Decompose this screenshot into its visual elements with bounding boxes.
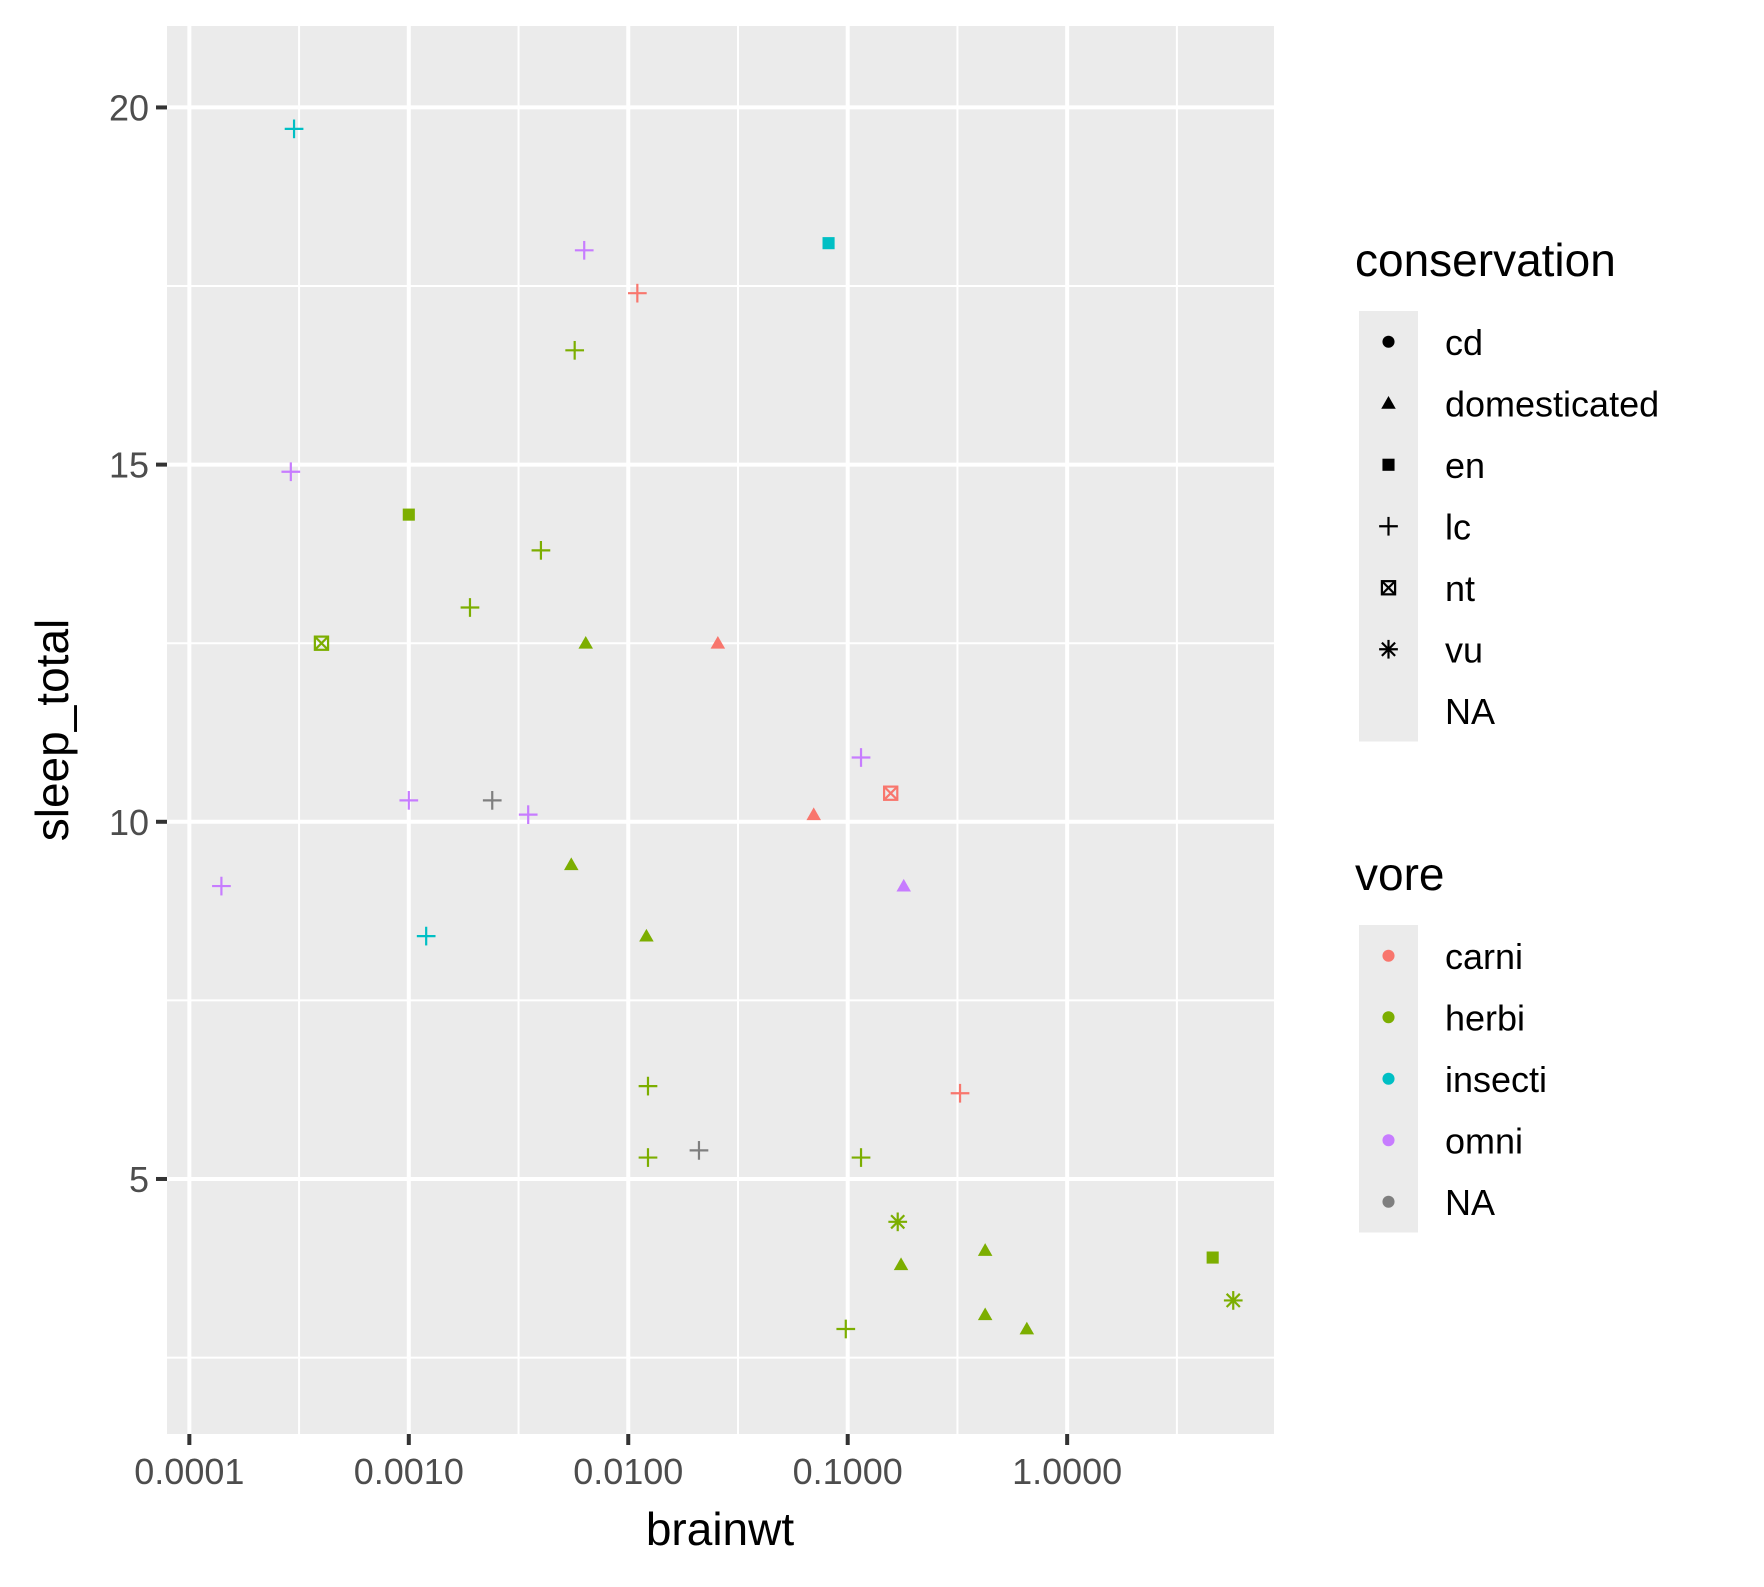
data-point [313, 635, 330, 651]
data-point [882, 785, 899, 801]
y-tick-label: 5 [129, 1159, 149, 1200]
data-point [574, 240, 594, 260]
legend-label: cd [1445, 322, 1483, 363]
data-point [1019, 1321, 1035, 1335]
x-tick-label: 0.1000 [793, 1451, 903, 1492]
legend-key-lc [1379, 516, 1398, 536]
data-point [977, 1243, 993, 1256]
data-point [1206, 1251, 1219, 1264]
legend-label: domesticated [1445, 383, 1659, 424]
data-point [836, 1319, 856, 1339]
legend-key-nt [1380, 580, 1397, 596]
data-point [977, 1307, 993, 1321]
data-point [531, 540, 551, 560]
data-point [888, 1212, 908, 1232]
x-axis-title: brainwt [646, 1503, 795, 1555]
data-point [565, 340, 585, 360]
legend-key-carni [1382, 949, 1395, 962]
legend-key-NA [1382, 1195, 1395, 1208]
data-point [578, 635, 593, 649]
data-point [851, 1148, 871, 1167]
legend-key-herbi [1382, 1011, 1395, 1024]
legend-key-cd [1382, 335, 1395, 348]
x-axis: 0.0001 0.0010 0.0100 0.1000 1.0000 [134, 1434, 1122, 1492]
data-point [950, 1083, 970, 1103]
legend-label: herbi [1445, 997, 1525, 1038]
x-tick-label: 0.0100 [573, 1451, 683, 1492]
legend-key-insecti [1382, 1072, 1395, 1085]
data-point [710, 635, 726, 649]
legend-label: omni [1445, 1120, 1523, 1161]
y-tick-label: 10 [109, 802, 149, 843]
data-point [896, 878, 911, 892]
legend-conservation: conservation cd domesticated en lc nt vu NA [1355, 234, 1659, 742]
data-point [639, 928, 654, 942]
data-point [638, 1076, 658, 1096]
x-tick-label: 0.0010 [354, 1451, 464, 1492]
data-point [893, 1257, 909, 1271]
legend-label: nt [1445, 568, 1475, 609]
legend-label: NA [1445, 691, 1495, 732]
legend-label: en [1445, 445, 1485, 486]
data-point [806, 807, 821, 821]
y-axis: 5 10 15 20 [109, 87, 167, 1200]
legend-label: NA [1445, 1182, 1495, 1223]
data-point [822, 237, 835, 250]
data-point [416, 926, 436, 946]
data-point [689, 1141, 709, 1160]
data-point [212, 876, 231, 896]
major-gridlines [167, 26, 1274, 1434]
y-tick-label: 20 [109, 87, 149, 128]
data-point [564, 857, 579, 871]
data-point [284, 119, 304, 139]
data-point [518, 805, 538, 825]
legends: conservationcddomesticatedenlcntvuNAvore… [1355, 234, 1659, 1233]
y-axis-title: sleep_total [26, 619, 78, 842]
data-point [851, 748, 871, 767]
data-point [482, 791, 502, 810]
data-point [399, 791, 419, 810]
legend-title: conservation [1355, 234, 1616, 286]
data-points [212, 119, 1243, 1339]
data-point [627, 283, 647, 303]
minor-gridlines [167, 26, 1274, 1434]
plot-panel [167, 26, 1274, 1434]
data-point [638, 1148, 658, 1167]
legend-label: lc [1445, 506, 1471, 547]
x-tick-label: 1.0000 [1012, 1451, 1122, 1492]
legend-key-domesticated [1381, 395, 1396, 409]
legend-label: vu [1445, 629, 1483, 670]
legend-title: vore [1355, 848, 1444, 900]
legend-label: carni [1445, 936, 1523, 977]
legend-key-en [1382, 458, 1395, 471]
x-tick-label: 0.0001 [134, 1451, 244, 1492]
data-point [402, 508, 415, 521]
data-point [281, 462, 301, 482]
data-point [1223, 1291, 1243, 1310]
legend-key-omni [1382, 1134, 1395, 1147]
data-point [460, 598, 480, 617]
legend-label: insecti [1445, 1059, 1547, 1100]
y-tick-label: 15 [109, 445, 149, 486]
legend-key-vu [1379, 639, 1398, 659]
